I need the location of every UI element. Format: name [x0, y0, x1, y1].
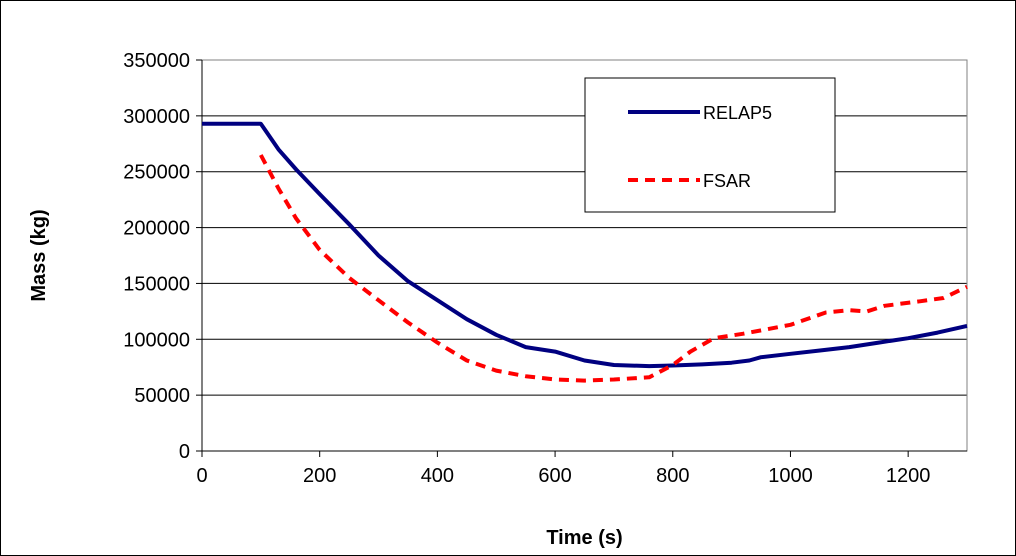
- y-tick-label: 150000: [123, 273, 190, 295]
- x-axis-title: Time (s): [546, 527, 622, 549]
- legend: RELAP5 FSAR: [584, 77, 836, 213]
- x-tick-label: 200: [303, 465, 336, 487]
- x-tick-label: 800: [656, 465, 689, 487]
- series-line-fsar: [259, 154, 968, 383]
- y-tick-label: 100000: [123, 329, 190, 351]
- series-line-relap5: [202, 121, 968, 369]
- y-tick-label: 300000: [123, 106, 190, 128]
- legend-label-relap5: RELAP5: [703, 103, 772, 123]
- legend-label-fsar: FSAR: [703, 171, 751, 191]
- y-axis-title: Mass (kg): [28, 209, 50, 301]
- y-tick-label: 350000: [123, 50, 190, 72]
- y-tick-label: 0: [179, 441, 190, 463]
- x-tick-label: 600: [538, 465, 571, 487]
- series-lines: [202, 121, 968, 383]
- x-tick-label: 1200: [886, 465, 931, 487]
- x-axis-ticks: 0 200 400 600 800 1000 1200: [196, 450, 967, 487]
- legend-box: [584, 77, 836, 213]
- y-tick-label: 200000: [123, 218, 190, 240]
- y-tick-label: 50000: [134, 385, 190, 407]
- y-tick-label: 250000: [123, 162, 190, 184]
- x-tick-label: 400: [421, 465, 454, 487]
- x-tick-label: 0: [196, 465, 207, 487]
- x-tick-label: 1000: [768, 465, 813, 487]
- y-axis-ticks: 0 50000 100000 150000 200000 250000 300000 3500…: [123, 50, 203, 463]
